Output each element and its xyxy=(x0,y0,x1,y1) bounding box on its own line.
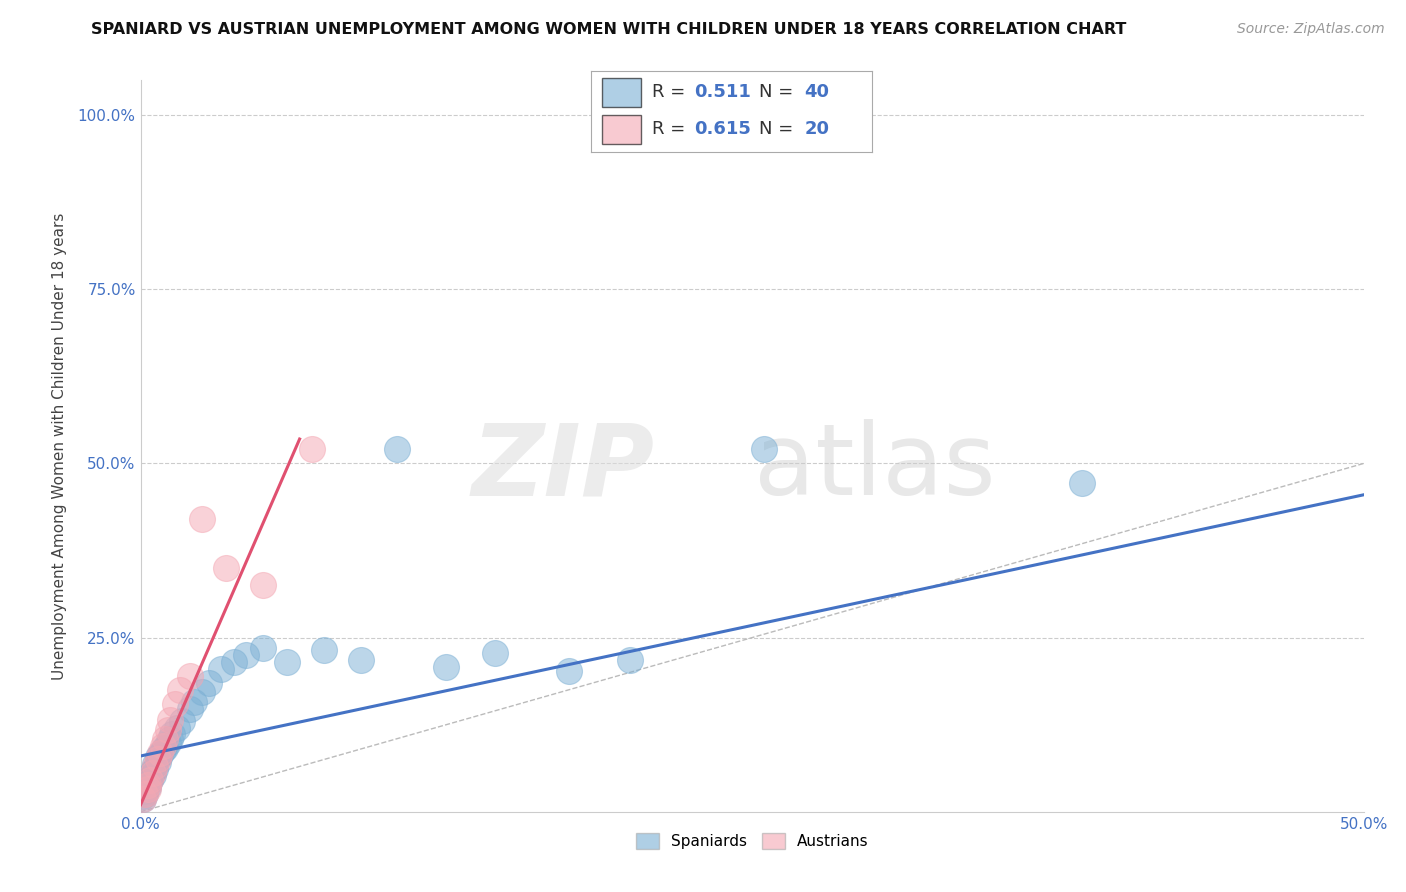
Point xyxy=(276,655,298,669)
Point xyxy=(191,512,214,526)
Point xyxy=(142,768,165,782)
Point xyxy=(134,787,156,801)
Text: atlas: atlas xyxy=(754,419,995,516)
Point xyxy=(252,578,274,592)
Point xyxy=(149,746,172,760)
Point xyxy=(146,755,169,769)
Point xyxy=(1071,475,1094,490)
Point xyxy=(350,653,373,667)
Point xyxy=(143,757,166,772)
Text: ZIP: ZIP xyxy=(471,419,654,516)
Point xyxy=(387,442,409,457)
Point xyxy=(142,766,165,780)
Point xyxy=(136,777,159,791)
Point xyxy=(149,747,172,762)
Point xyxy=(132,792,155,806)
Point xyxy=(162,727,184,741)
Text: R =: R = xyxy=(652,120,692,138)
Point xyxy=(557,664,581,678)
Text: 0.511: 0.511 xyxy=(695,83,751,101)
Point xyxy=(198,676,221,690)
Text: N =: N = xyxy=(759,83,799,101)
Point xyxy=(156,723,179,737)
Point xyxy=(754,442,776,457)
Point xyxy=(169,682,191,697)
Point xyxy=(183,695,205,709)
Point xyxy=(142,764,165,779)
Point xyxy=(179,701,201,715)
Point xyxy=(152,743,174,757)
Point xyxy=(146,750,169,764)
Text: 40: 40 xyxy=(804,83,830,101)
Point xyxy=(136,778,159,792)
Point xyxy=(312,643,335,657)
Text: Source: ZipAtlas.com: Source: ZipAtlas.com xyxy=(1237,22,1385,37)
Point xyxy=(172,714,194,728)
Point xyxy=(139,773,162,788)
Point xyxy=(252,640,274,655)
Point xyxy=(153,731,176,746)
Point xyxy=(139,772,162,786)
Point xyxy=(136,782,159,797)
Text: R =: R = xyxy=(652,83,692,101)
Text: 20: 20 xyxy=(804,120,830,138)
Point xyxy=(159,713,181,727)
Point xyxy=(134,787,156,801)
Y-axis label: Unemployment Among Women with Children Under 18 years: Unemployment Among Women with Children U… xyxy=(52,212,66,680)
Point xyxy=(156,736,179,750)
FancyBboxPatch shape xyxy=(602,115,641,144)
Point xyxy=(436,660,458,674)
Point xyxy=(134,784,156,798)
Point xyxy=(143,762,166,776)
Point xyxy=(163,697,186,711)
Point xyxy=(153,740,176,755)
Point xyxy=(132,792,155,806)
Point xyxy=(215,561,238,575)
Point xyxy=(209,662,232,676)
Point xyxy=(143,759,166,773)
Point xyxy=(132,789,155,804)
Point xyxy=(166,721,188,735)
Point xyxy=(301,442,323,457)
Point xyxy=(235,648,257,662)
Point xyxy=(484,646,506,660)
Point xyxy=(139,773,162,788)
FancyBboxPatch shape xyxy=(602,78,641,107)
Text: SPANIARD VS AUSTRIAN UNEMPLOYMENT AMONG WOMEN WITH CHILDREN UNDER 18 YEARS CORRE: SPANIARD VS AUSTRIAN UNEMPLOYMENT AMONG … xyxy=(91,22,1126,37)
Point xyxy=(191,685,214,699)
Text: N =: N = xyxy=(759,120,799,138)
Point xyxy=(146,752,169,766)
Legend: Spaniards, Austrians: Spaniards, Austrians xyxy=(630,827,875,855)
Point xyxy=(136,780,159,795)
Point xyxy=(159,731,181,746)
Point xyxy=(179,669,201,683)
Text: 0.615: 0.615 xyxy=(695,120,751,138)
Point xyxy=(619,653,641,667)
Point xyxy=(222,655,245,669)
Point xyxy=(152,739,174,753)
